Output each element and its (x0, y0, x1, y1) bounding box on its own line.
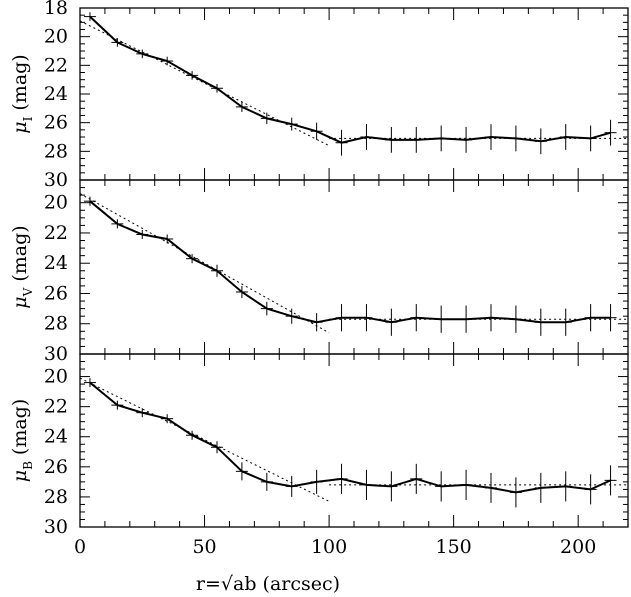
y-axis-label: μB (mag) (9, 399, 35, 483)
y-tick-label: 26 (44, 456, 68, 478)
y-tick-label: 20 (44, 366, 68, 388)
y-tick-label: 30 (44, 169, 68, 191)
x-tick-label: 0 (74, 536, 86, 558)
y-axis-subscript: V (21, 287, 35, 297)
y-tick-label: 22 (44, 222, 68, 244)
y-axis-symbol: μ (9, 121, 31, 133)
y-tick-label: 22 (44, 54, 68, 76)
y-tick-label: 26 (44, 282, 68, 304)
y-tick-label: 20 (44, 192, 68, 214)
x-axis-label: r=√ab (arcsec) (196, 573, 340, 595)
plot-frame (79, 7, 629, 181)
y-tick-label: 28 (44, 313, 68, 335)
panels-group: 18202224262830μI(mag)202224262830μV(mag)… (9, 0, 629, 558)
profile-line (89, 15, 611, 144)
panel-I: 18 20 22 24 26 28 30 μI (mag) (9, 0, 629, 191)
y-axis-unit: (mag) (9, 225, 31, 281)
y-tick-label: 18 (44, 0, 68, 19)
y-tick-label: 24 (44, 252, 68, 274)
y-axis-subscript: B (21, 461, 35, 470)
y-tick-label: 30 (44, 516, 68, 538)
plot-frame (79, 353, 629, 528)
y-tick-label: 28 (44, 486, 68, 508)
fit-line-dotted (79, 20, 330, 147)
x-tick-label: 150 (436, 536, 472, 558)
y-tick-label: 26 (44, 112, 68, 134)
y-axis-symbol: μ (9, 296, 31, 308)
y-axis-symbol: μ (9, 470, 31, 482)
panel-B: 20 22 24 26 28 30 0 50 100 150 200 μB (mag) (9, 353, 629, 558)
y-tick-label: 24 (44, 83, 68, 105)
x-tick-label: 200 (560, 536, 596, 558)
y-tick-label: 28 (44, 140, 68, 162)
y-tick-label: 24 (44, 426, 68, 448)
y-tick-label: 20 (44, 26, 68, 48)
panel-V: 20 22 24 26 28 30 μV (mag) (9, 179, 629, 365)
y-axis-unit: (mag) (9, 399, 31, 455)
y-axis-subscript: I (21, 116, 35, 121)
plot-frame (79, 179, 629, 355)
profile-line (89, 200, 611, 324)
y-tick-label: 22 (44, 396, 68, 418)
fit-line-dotted (79, 377, 330, 502)
y-axis-label: μI (mag) (9, 54, 35, 133)
x-tick-label: 50 (192, 536, 216, 558)
y-axis-label: μV (mag) (9, 225, 35, 308)
y-axis-unit: (mag) (9, 54, 31, 110)
y-tick-label: 30 (44, 343, 68, 365)
x-tick-label: 100 (311, 536, 347, 558)
profile-line (89, 381, 612, 494)
